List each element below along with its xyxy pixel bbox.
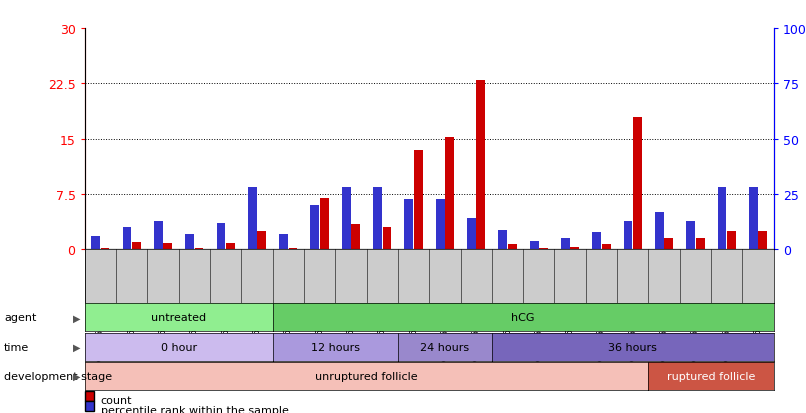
Bar xyxy=(571,248,580,250)
Bar xyxy=(194,248,203,250)
Bar xyxy=(539,248,548,250)
Bar xyxy=(351,224,360,250)
Text: ▶: ▶ xyxy=(73,371,81,381)
Bar xyxy=(154,221,163,250)
Bar xyxy=(467,219,476,250)
Bar xyxy=(561,239,570,250)
Text: ruptured follicle: ruptured follicle xyxy=(667,371,755,381)
Bar xyxy=(279,235,288,250)
Bar xyxy=(508,244,517,250)
Bar xyxy=(634,117,642,250)
Bar xyxy=(310,206,319,250)
Text: unruptured follicle: unruptured follicle xyxy=(315,371,418,381)
Bar xyxy=(436,199,445,250)
Bar xyxy=(717,188,726,250)
Bar xyxy=(602,244,611,250)
Text: 12 hours: 12 hours xyxy=(311,342,359,352)
Text: 36 hours: 36 hours xyxy=(609,342,657,352)
Bar xyxy=(758,231,767,250)
Bar xyxy=(247,188,256,250)
Bar xyxy=(320,198,329,250)
Bar xyxy=(226,243,235,250)
Bar xyxy=(749,188,758,250)
Bar xyxy=(592,232,601,250)
Text: development stage: development stage xyxy=(4,371,112,381)
Bar xyxy=(185,235,194,250)
Bar xyxy=(373,188,382,250)
Bar xyxy=(476,81,485,250)
Bar xyxy=(132,242,141,250)
Bar xyxy=(342,188,351,250)
Text: 0 hour: 0 hour xyxy=(160,342,197,352)
Text: 24 hours: 24 hours xyxy=(420,342,469,352)
Bar xyxy=(123,228,131,250)
Bar xyxy=(257,231,266,250)
Bar xyxy=(405,199,413,250)
Bar xyxy=(289,248,297,250)
Bar xyxy=(696,239,704,250)
Bar xyxy=(655,212,664,250)
Bar xyxy=(624,221,633,250)
Text: percentile rank within the sample: percentile rank within the sample xyxy=(101,405,289,413)
Bar xyxy=(217,223,225,250)
Bar xyxy=(101,248,110,250)
Bar xyxy=(164,243,172,250)
Text: hCG: hCG xyxy=(512,313,535,323)
Bar xyxy=(413,150,422,250)
Text: ▶: ▶ xyxy=(73,342,81,352)
Text: untreated: untreated xyxy=(151,313,206,323)
Bar xyxy=(445,138,454,250)
Text: time: time xyxy=(4,342,29,352)
Bar xyxy=(383,228,391,250)
Bar xyxy=(664,239,673,250)
Bar xyxy=(687,221,695,250)
Bar xyxy=(727,231,736,250)
Text: agent: agent xyxy=(4,313,36,323)
Text: ▶: ▶ xyxy=(73,313,81,323)
Bar xyxy=(91,237,100,250)
Bar xyxy=(498,230,507,250)
Text: count: count xyxy=(101,395,132,405)
Bar xyxy=(530,241,538,250)
